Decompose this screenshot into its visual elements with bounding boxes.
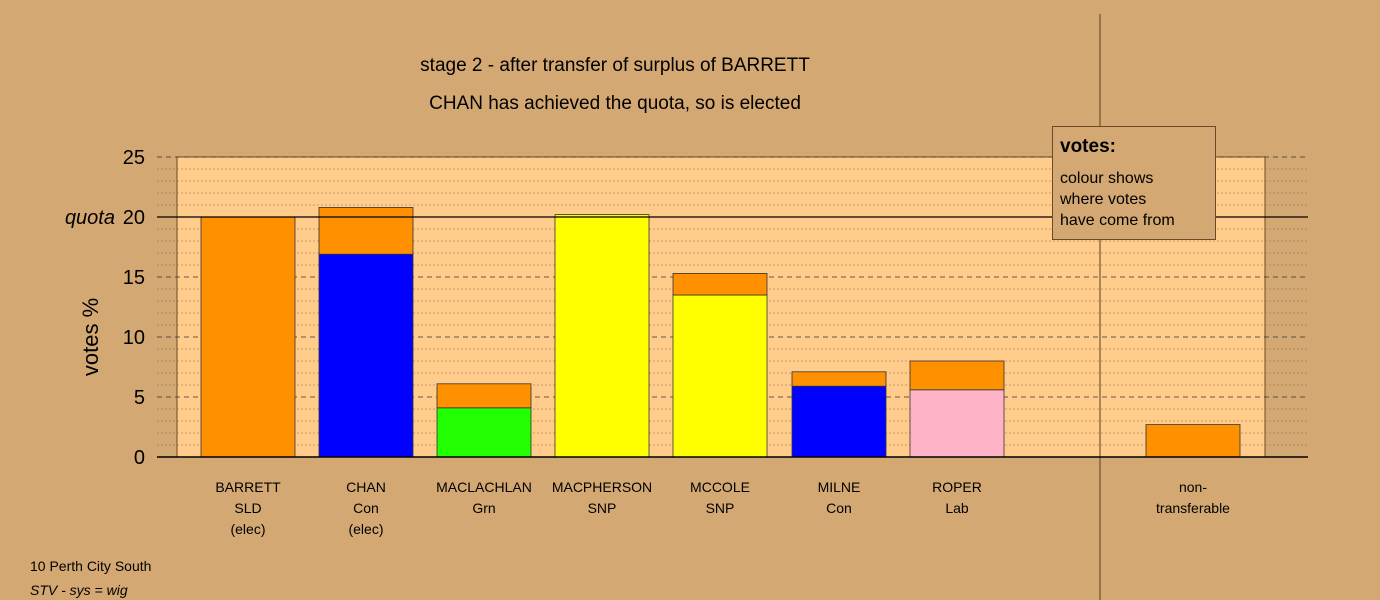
category-label-line: non- xyxy=(1178,479,1208,495)
category-label-line: SNP xyxy=(587,500,617,516)
quota-label: quota xyxy=(65,207,115,229)
category-label: MACLACHLAN Grn xyxy=(409,477,559,519)
legend-title: votes: xyxy=(1060,136,1116,157)
category-label-line: MILNE xyxy=(817,479,861,495)
footer-constituency: 10 Perth City South xyxy=(30,558,152,574)
category-label-line: CHAN xyxy=(346,479,386,495)
category-label-line: BARRETT xyxy=(215,479,281,495)
bar-segment xyxy=(791,371,887,387)
legend-box: votes: colour shows where votes have com… xyxy=(1052,126,1216,240)
category-label-line: transferable xyxy=(1156,500,1230,516)
category-label-line: (elec) xyxy=(348,521,384,537)
bar-segment xyxy=(1145,424,1241,458)
y-tick-label: 0 xyxy=(134,447,145,469)
category-label-line: ROPER xyxy=(932,479,982,495)
category-label-line: SLD xyxy=(234,500,262,516)
category-label-line: Lab xyxy=(945,500,969,516)
y-tick-label: 5 xyxy=(134,387,145,409)
chart-title: stage 2 - after transfer of surplus of B… xyxy=(420,55,810,76)
category-label-line: MACPHERSON xyxy=(551,479,653,495)
category-label: MILNE Con xyxy=(764,477,914,519)
category-label-line: Con xyxy=(353,500,379,516)
y-axis-label: votes % xyxy=(78,298,103,376)
bar-segment xyxy=(554,214,650,458)
legend-line-1: colour shows xyxy=(1060,170,1154,187)
category-label: ROPER Lab xyxy=(882,477,1032,519)
bar-segment xyxy=(791,385,887,458)
category-label: CHAN Con (elec) xyxy=(291,477,441,540)
bar-segment xyxy=(672,272,768,296)
y-tick-label: 15 xyxy=(123,267,145,289)
category-label-line: Con xyxy=(826,500,852,516)
y-tick-label: 25 xyxy=(123,147,145,169)
y-tick-label: 10 xyxy=(123,327,145,349)
bar-segment xyxy=(436,383,532,409)
bar-segment xyxy=(200,216,296,458)
bar-segment xyxy=(909,360,1005,391)
bars-group xyxy=(200,206,1241,458)
chart-subtitle: CHAN has achieved the quota, so is elect… xyxy=(429,93,801,114)
bar-segment xyxy=(318,206,414,255)
footer-system: STV - sys = wig xyxy=(30,582,128,598)
y-tick-label: 20 xyxy=(123,207,145,229)
category-label: BARRETT SLD (elec) xyxy=(173,477,323,540)
y-tick-labels: 0 5 10 15 20 25 quota votes % xyxy=(65,147,145,469)
category-label-line: MCCOLE xyxy=(690,479,750,495)
category-label: MACPHERSON SNP xyxy=(527,477,677,519)
category-label: MCCOLE SNP xyxy=(645,477,795,519)
legend-line-3: have come from xyxy=(1060,212,1175,229)
legend-line-2: where votes xyxy=(1060,191,1147,208)
category-label-line: Grn xyxy=(472,500,496,516)
bar-segment xyxy=(909,389,1005,458)
category-label-line: MACLACHLAN xyxy=(436,479,532,495)
bar-segment xyxy=(436,407,532,458)
category-label-line: (elec) xyxy=(230,521,266,537)
bar-segment xyxy=(672,294,768,458)
category-label: non-transferable xyxy=(1118,477,1268,519)
category-label-line: SNP xyxy=(705,500,735,516)
bar-segment xyxy=(318,253,414,458)
